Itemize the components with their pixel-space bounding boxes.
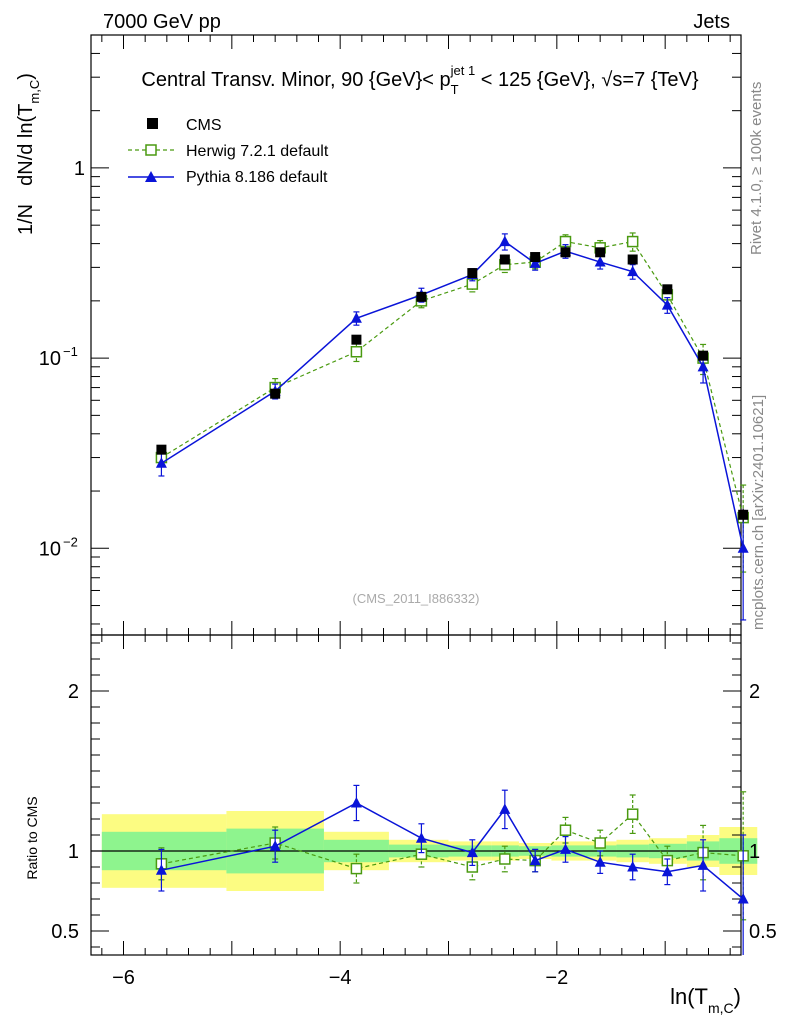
top-ylabel: 1/N dN/d ln(Tm,C) xyxy=(15,73,42,235)
rivet-version-label: Rivet 4.1.0, ≥ 100k events xyxy=(748,82,765,255)
pythia-point xyxy=(529,257,541,268)
main-plot: 110−110−2 xyxy=(39,34,749,636)
plot-title-sub: T xyxy=(451,82,459,97)
cms-point xyxy=(416,291,427,302)
plot-title-sqrt: √ xyxy=(601,69,612,91)
pythia-point xyxy=(350,312,362,323)
ratio-y-tick-label-right: 1 xyxy=(749,841,760,863)
plot-title-sup: jet 1 xyxy=(450,63,476,78)
y-tick-label: 10 xyxy=(39,348,61,370)
plot-title-b: < 125 {GeV}, xyxy=(475,69,601,91)
collision-label: 7000 GeV pp xyxy=(103,11,221,33)
plot-title-a: Central Transv. Minor, 90 {GeV}< p xyxy=(141,69,450,91)
cms-point xyxy=(662,284,673,295)
y-tick-label: 1 xyxy=(74,158,85,180)
ratio-herwig-point xyxy=(499,853,511,865)
ratio-herwig-point xyxy=(350,862,363,875)
x-tick-label: −4 xyxy=(329,967,352,989)
ratio-pythia-point xyxy=(269,840,281,851)
ratio-y-tick-label: 0.5 xyxy=(51,921,79,943)
ratio-plot-frame xyxy=(90,634,742,956)
cms-point xyxy=(270,388,281,399)
ratio-pythia-point xyxy=(560,843,571,854)
ratio-plot: −6 −4 −2 0.5 0.5 1 1 2 2 xyxy=(51,634,777,989)
pythia-line xyxy=(161,240,744,549)
top-ylabel-a: 1/N xyxy=(15,204,37,235)
legend-marker-herwig xyxy=(145,144,157,156)
x-tick-label: −2 xyxy=(545,967,568,989)
legend-label-cms: CMS xyxy=(186,117,222,134)
cms-point xyxy=(560,247,571,258)
x-tick-label: −6 xyxy=(112,967,135,989)
cms-point xyxy=(627,254,638,265)
ratio-pythia-point xyxy=(594,856,606,867)
ratio-pythia-point xyxy=(499,803,511,814)
pythia-point xyxy=(594,256,606,267)
top-ylabel-sub: m,C xyxy=(27,80,42,104)
legend-label-herwig: Herwig 7.2.1 default xyxy=(186,143,329,160)
ratio-pythia-point xyxy=(155,864,167,875)
cms-point xyxy=(467,268,478,279)
ratio-y-tick-label-right: 2 xyxy=(749,681,760,703)
plot-title-c: s=7 {TeV} xyxy=(612,69,699,91)
x-axis-label: ln(Tm,C) xyxy=(670,984,741,1016)
ratio-pythia-point xyxy=(466,846,478,858)
pythia-point xyxy=(155,457,167,468)
legend-marker-cms xyxy=(147,118,158,129)
herwig-point xyxy=(626,235,639,248)
cms-point xyxy=(351,334,362,345)
process-label: Jets xyxy=(693,11,730,33)
ratio-herwig-point xyxy=(626,808,639,820)
top-ylabel-c: ) xyxy=(15,73,37,80)
ratio-pythia-point xyxy=(737,893,749,904)
plot-title: Central Transv. Minor, 90 {GeV}< pTjet 1… xyxy=(141,63,698,97)
ratio-ylabel: Ratio to CMS xyxy=(24,796,40,879)
cms-point xyxy=(698,350,709,361)
pythia-point xyxy=(737,542,749,553)
x-axis-label-sub: m,C xyxy=(708,1000,734,1016)
legend: CMS Herwig 7.2.1 default Pythia 8.186 de… xyxy=(128,117,329,186)
mcplots-label: mcplots.cern.ch [arXiv:2401.10621] xyxy=(750,395,767,630)
cms-point xyxy=(530,252,541,263)
herwig-point xyxy=(350,346,363,358)
pythia-point xyxy=(661,299,673,310)
ratio-y-tick-label: 2 xyxy=(68,681,79,703)
ratio-pythia-point xyxy=(350,797,362,808)
ratio-herwig-point xyxy=(594,837,606,849)
y-tick-label-exponent: −1 xyxy=(63,344,78,359)
legend-label-pythia: Pythia 8.186 default xyxy=(186,169,328,186)
ratio-pythia-point xyxy=(697,859,709,870)
x-axis-label-a: ln(T xyxy=(670,984,708,1009)
legend-marker-pythia xyxy=(145,171,157,182)
pythia-point xyxy=(697,360,709,372)
ratio-pythia-point xyxy=(529,854,541,866)
pythia-point xyxy=(627,265,639,277)
top-ylabel-b: dN/d ln(T xyxy=(15,104,37,186)
analysis-watermark: (CMS_2011_I886332) xyxy=(353,591,480,606)
y-tick-label-exponent: −2 xyxy=(63,534,78,549)
ratio-y-tick-label-right: 0.5 xyxy=(749,921,777,943)
ratio-y-tick-label: 1 xyxy=(68,841,79,863)
cms-point xyxy=(156,444,167,455)
ratio-pythia-point xyxy=(627,861,639,872)
ratio-pythia-point xyxy=(661,865,673,877)
cms-point xyxy=(499,254,510,265)
x-axis-label-b: ) xyxy=(734,984,741,1009)
pythia-point xyxy=(499,235,511,247)
cms-point xyxy=(595,247,606,258)
y-tick-label: 10 xyxy=(39,538,61,560)
cms-point xyxy=(738,509,749,520)
ratio-herwig-point xyxy=(559,824,572,836)
ratio-pythia-point xyxy=(415,832,427,843)
